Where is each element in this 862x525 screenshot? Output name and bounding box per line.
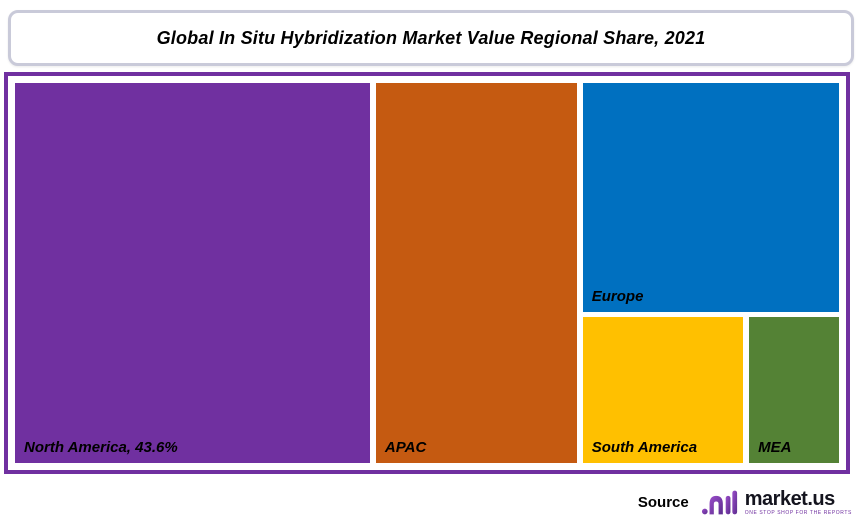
treemap-region-mea: MEA [749,316,839,463]
region-label: South America [591,438,698,456]
region-label: MEA [758,438,792,456]
source-label: Source [637,493,689,511]
chart-title: Global In Situ Hybridization Market Valu… [156,27,706,48]
brand-logo: market.us ONE STOP SHOP FOR THE REPORTS [701,487,852,517]
brand-text: market.us ONE STOP SHOP FOR THE REPORTS [745,489,852,516]
region-label: North America, 43.6% [24,439,178,456]
treemap-region-europe: Europe [582,83,839,313]
market-us-logo-icon [701,490,737,515]
treemap-region-north-america: North America, 43.6% [15,83,371,463]
brand-name: market.us [744,487,836,510]
chart-title-box: Global In Situ Hybridization Market Valu… [8,10,854,66]
region-label: Europe [591,288,644,306]
footer: Source market.us ONE STOP SHOP FOR THE R… [638,482,852,522]
brand-tagline: ONE STOP SHOP FOR THE REPORTS [744,509,852,516]
treemap-region-south-america: South America [582,316,744,463]
treemap-region-apac: APAC [375,83,577,463]
region-label: APAC [384,439,427,456]
treemap: North America, 43.6% APAC Europe South Amer… [15,83,839,463]
chart-frame: North America, 43.6% APAC Europe South Amer… [4,72,850,474]
